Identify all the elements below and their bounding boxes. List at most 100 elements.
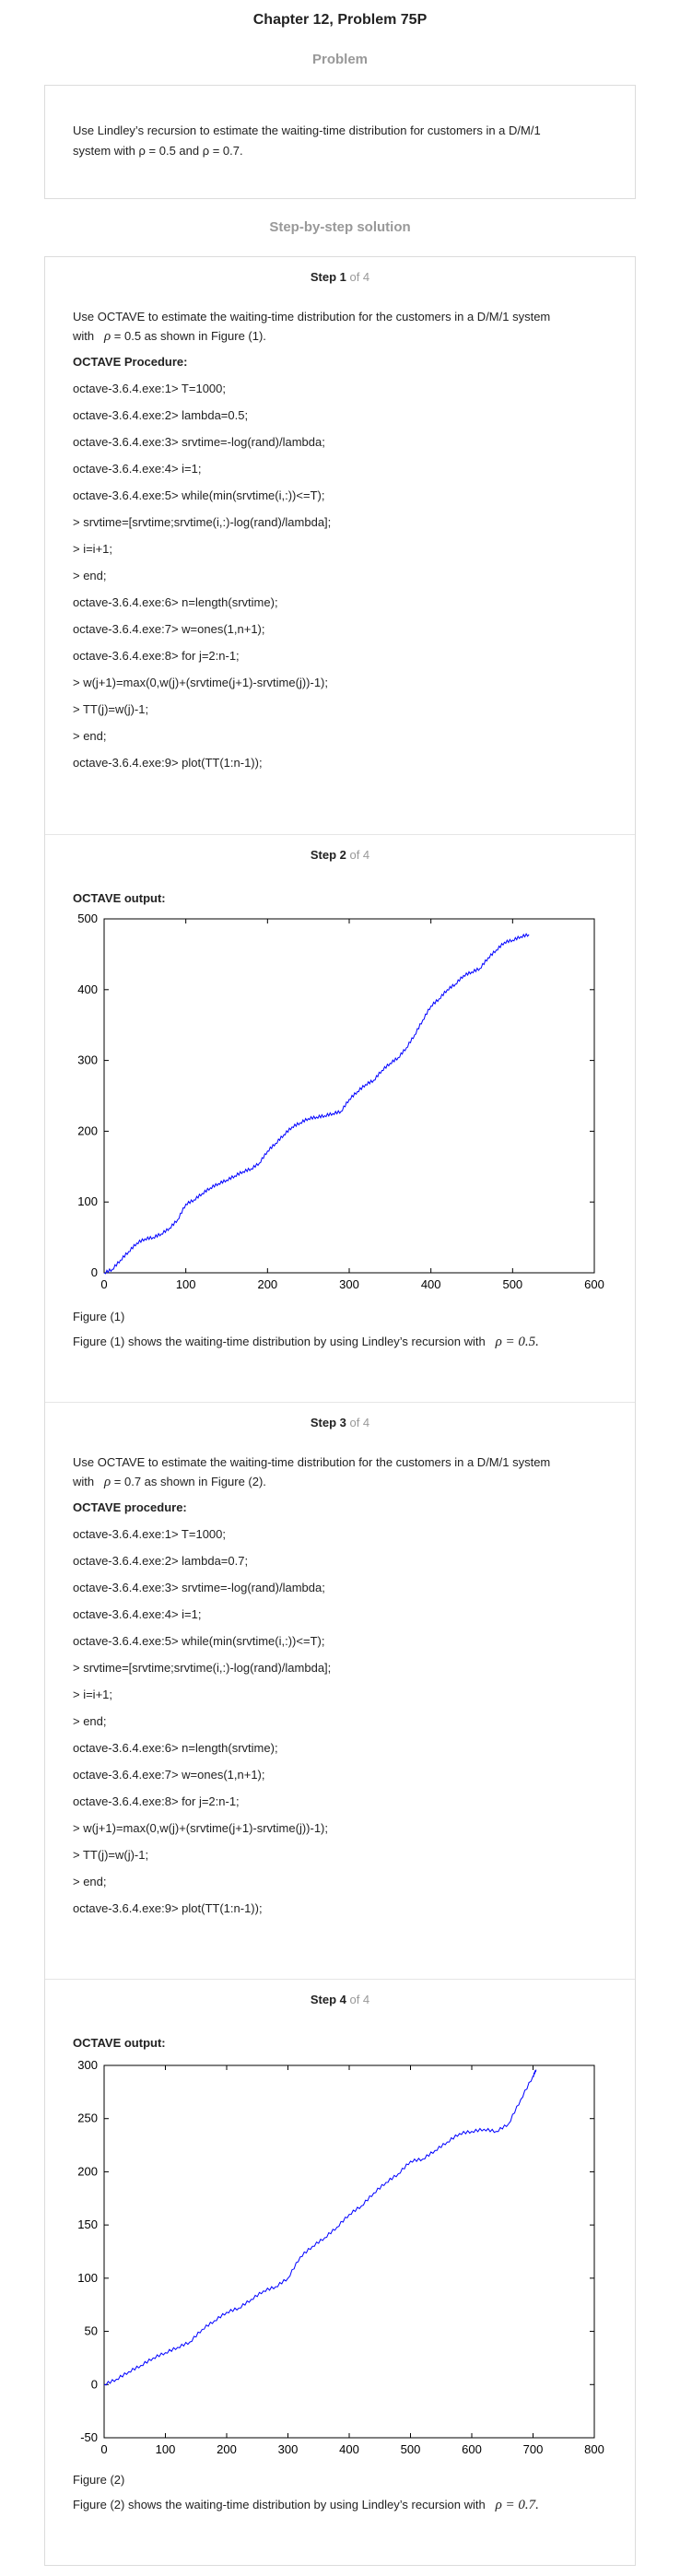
x-tick-label: 700 xyxy=(523,2442,544,2456)
y-tick-label: 150 xyxy=(77,2217,98,2231)
code-line: > srvtime=[srvtime;srvtime(i,:)-log(rand… xyxy=(73,515,332,529)
x-tick-label: 500 xyxy=(502,1277,522,1291)
code-line: > w(j+1)=max(0,w(j)+(srvtime(j+1)-srvtim… xyxy=(73,676,328,689)
figure-caption: Figure (2) shows the waiting-time distri… xyxy=(73,2491,607,2519)
step-total: of 4 xyxy=(346,1416,370,1429)
code-line: > end; xyxy=(73,1875,107,1888)
step-2: Step 2 of 4 OCTAVE output: 0 100 200 300 400… xyxy=(45,834,635,1402)
code-line: octave-3.6.4.exe:1> T=1000; xyxy=(73,382,226,395)
code-line: octave-3.6.4.exe:5> while(min(srvtime(i,… xyxy=(73,488,325,502)
x-tick-label: 0 xyxy=(100,1277,107,1291)
code-line: octave-3.6.4.exe:4> i=1; xyxy=(73,1607,202,1621)
y-tick-label: 250 xyxy=(77,2111,98,2125)
x-tick-label: 800 xyxy=(584,2442,604,2456)
step-header: Step 2 of 4 xyxy=(73,835,607,865)
step-total: of 4 xyxy=(346,1993,370,2006)
code-line: octave-3.6.4.exe:4> i=1; xyxy=(73,462,202,476)
problem-text-line-1: Use Lindley’s recursion to estimate the … xyxy=(73,124,541,137)
plot-frame xyxy=(103,2064,595,2439)
step-number: Step 1 xyxy=(310,270,346,284)
y-tick-label: 400 xyxy=(77,982,98,996)
code-block: octave-3.6.4.exe:1> T=1000; octave-3.6.4… xyxy=(73,1521,607,1922)
x-tick-label: 600 xyxy=(462,2442,482,2456)
y-tick-label: 50 xyxy=(85,2324,98,2338)
code-heading: OCTAVE Procedure: xyxy=(73,355,188,369)
step-header: Step 3 of 4 xyxy=(73,1403,607,1432)
code-line: octave-3.6.4.exe:2> lambda=0.7; xyxy=(73,1554,249,1568)
code-line: > end; xyxy=(73,729,107,743)
intro-prefix: with xyxy=(73,1475,95,1488)
step-intro-line-1: Use OCTAVE to estimate the waiting-time … xyxy=(73,1455,551,1469)
code-line: > i=i+1; xyxy=(73,542,113,556)
figure-label: Figure (2) xyxy=(73,2473,125,2487)
code-line: > TT(j)=w(j)-1; xyxy=(73,702,149,716)
step-intro-line-2: with ρ = 0.5 as shown in Figure (1). xyxy=(73,326,607,347)
code-line: > w(j+1)=max(0,w(j)+(srvtime(j+1)-srvtim… xyxy=(73,1821,328,1835)
code-line: octave-3.6.4.exe:7> w=ones(1,n+1); xyxy=(73,622,265,636)
code-line: > end; xyxy=(73,569,107,582)
step-total: of 4 xyxy=(346,848,370,862)
step-header: Step 4 of 4 xyxy=(73,1980,607,2009)
code-line: octave-3.6.4.exe:9> plot(TT(1:n-1)); xyxy=(73,1901,263,1915)
figure-caption-text: Figure (2) shows the waiting-time distri… xyxy=(73,2498,486,2511)
x-tick-label: 400 xyxy=(421,1277,441,1291)
step-total: of 4 xyxy=(346,270,370,284)
x-tick-label: 300 xyxy=(339,1277,359,1291)
plot-frame xyxy=(103,918,595,1274)
code-line: octave-3.6.4.exe:7> w=ones(1,n+1); xyxy=(73,1768,265,1782)
solution-label: Step-by-step solution xyxy=(269,219,411,235)
code-line: octave-3.6.4.exe:8> for j=2:n-1; xyxy=(73,649,240,663)
y-tick-label: 100 xyxy=(77,2271,98,2285)
x-tick-label: 200 xyxy=(217,2442,237,2456)
figure-label: Figure (1) xyxy=(73,1310,125,1323)
y-tick-label: 0 xyxy=(91,1265,98,1279)
series-line xyxy=(103,933,530,1275)
step-4: Step 4 of 4 OCTAVE output: 0 100 200 300 400… xyxy=(45,1979,635,2565)
output-heading: OCTAVE output: xyxy=(73,2036,166,2050)
step-intro-line-2: with ρ = 0.7 as shown in Figure (2). xyxy=(73,1472,607,1492)
step-number: Step 4 xyxy=(310,1993,346,2006)
x-tick-label: 600 xyxy=(584,1277,604,1291)
waiting-time-chart-rho-0-7: 0 100 200 300 400 500 600 700 800-50050100150200… xyxy=(77,2058,604,2456)
y-tick-label: 200 xyxy=(77,2164,98,2178)
step-intro-line-1: Use OCTAVE to estimate the waiting-time … xyxy=(73,310,551,323)
waiting-time-chart-rho-0-5: 0 100 200 300 400 500 600 0 100 200 300 400 500 xyxy=(77,912,604,1291)
code-line: octave-3.6.4.exe:3> srvtime=-log(rand)/l… xyxy=(73,435,325,449)
step-number: Step 3 xyxy=(310,1416,346,1429)
figure-caption-formula: ρ = 0.7. xyxy=(495,2498,539,2512)
problem-box: Use Lindley’s recursion to estimate the … xyxy=(44,85,636,199)
step-intro: Use OCTAVE to estimate the waiting-time … xyxy=(73,307,607,347)
x-tick-label: 300 xyxy=(278,2442,299,2456)
step-header: Step 1 of 4 xyxy=(73,257,607,287)
figure-caption-formula: ρ = 0.5. xyxy=(495,1335,539,1349)
code-line: octave-3.6.4.exe:6> n=length(srvtime); xyxy=(73,595,278,609)
series-line xyxy=(103,2069,537,2386)
code-line: > end; xyxy=(73,1714,107,1728)
step-3: Step 3 of 4 Use OCTAVE to estimate the w… xyxy=(45,1402,635,1979)
code-heading: OCTAVE procedure: xyxy=(73,1500,187,1514)
step-1: Step 1 of 4 Use OCTAVE to estimate the w… xyxy=(45,257,635,834)
y-tick-label: 0 xyxy=(91,2377,98,2391)
code-line: > srvtime=[srvtime;srvtime(i,:)-log(rand… xyxy=(73,1661,332,1675)
output-heading: OCTAVE output: xyxy=(73,891,166,905)
figure-caption: Figure (1) shows the waiting-time distri… xyxy=(73,1328,607,1356)
y-tick-label: 200 xyxy=(77,1123,98,1137)
code-line: octave-3.6.4.exe:9> plot(TT(1:n-1)); xyxy=(73,756,263,770)
rho-symbol: ρ xyxy=(103,1475,111,1489)
x-tick-label: 0 xyxy=(100,2442,107,2456)
code-line: octave-3.6.4.exe:5> while(min(srvtime(i,… xyxy=(73,1634,325,1648)
y-tick-label: -50 xyxy=(80,2430,98,2444)
step-number: Step 2 xyxy=(310,848,346,862)
code-line: octave-3.6.4.exe:3> srvtime=-log(rand)/l… xyxy=(73,1581,325,1594)
code-block: octave-3.6.4.exe:1> T=1000; octave-3.6.4… xyxy=(73,375,607,776)
y-tick-label: 100 xyxy=(77,1194,98,1208)
rho-symbol: ρ xyxy=(103,329,111,344)
intro-suffix: = 0.5 as shown in Figure (1). xyxy=(113,329,266,343)
y-tick-label: 300 xyxy=(77,1053,98,1067)
x-tick-label: 500 xyxy=(401,2442,421,2456)
y-tick-label: 300 xyxy=(77,2058,98,2072)
figure-caption-text: Figure (1) shows the waiting-time distri… xyxy=(73,1335,486,1348)
x-tick-label: 200 xyxy=(257,1277,277,1291)
problem-label: Problem xyxy=(311,52,368,67)
